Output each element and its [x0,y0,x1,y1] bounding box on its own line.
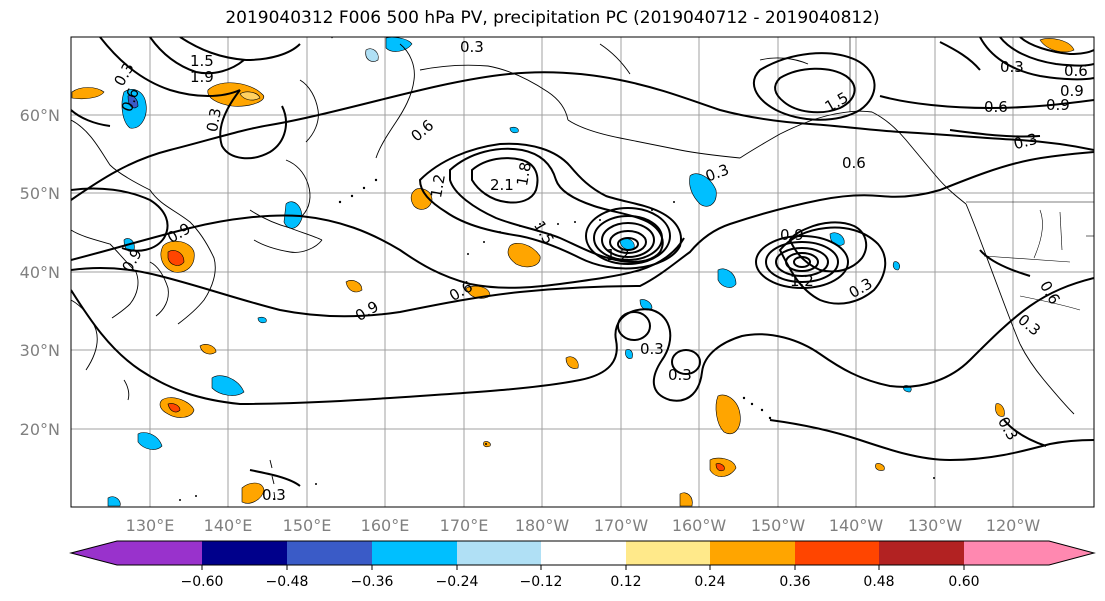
colorbar-segment [202,541,287,565]
colorbar-segment [879,541,964,565]
lon-label: 170°E [440,516,489,535]
lon-label: 140°E [204,516,253,535]
colorbar-segment [372,541,457,565]
lon-label: 150°W [751,516,806,535]
svg-text:0.3: 0.3 [460,38,484,56]
colorbar-tick: 0.36 [779,574,810,590]
map-title: 2019040312 F006 500 hPa PV, precipitatio… [225,8,880,28]
svg-text:0.9: 0.9 [1060,82,1084,100]
lat-label: 60°N [20,106,60,125]
svg-text:0.3: 0.3 [1012,130,1040,154]
svg-text:1.8: 1.8 [513,161,535,188]
borders [849,37,1094,311]
map-frame [70,36,1095,508]
colorbar-segment [626,541,710,565]
gridlines [71,37,1094,507]
colorbar-tick: −0.48 [266,574,309,590]
lat-label: 20°N [20,420,60,439]
precip-negative-areas [107,37,912,507]
colorbar-segment [964,541,1050,565]
colorbar-tick: 0.48 [863,574,894,590]
svg-text:0.6: 0.6 [984,98,1008,116]
svg-text:0.3: 0.3 [203,107,225,134]
colorbar-tick: −0.24 [436,574,479,590]
lon-label: 130°E [126,516,175,535]
colorbar-segment [71,541,117,565]
lon-label: 120°W [986,516,1041,535]
svg-text:0.3: 0.3 [668,366,692,384]
svg-text:0.9: 0.9 [1046,96,1070,114]
svg-text:0.6: 0.6 [1064,62,1088,80]
colorbar-segment [116,541,202,565]
pv-contours [71,37,1094,487]
colorbar-segment [541,541,626,565]
colorbar-tick: −0.12 [520,574,563,590]
colorbar-tick: 0.60 [948,574,979,590]
colorbar-segment [710,541,795,565]
lon-label: 160°W [672,516,727,535]
lon-label: 170°W [594,516,649,535]
latitude-labels: 60°N 50°N 40°N 30°N 20°N [20,106,60,439]
lon-label: 140°W [829,516,884,535]
colorbar-segment [795,541,879,565]
svg-text:0.3: 0.3 [1000,58,1024,76]
svg-text:1.2: 1.2 [606,246,630,264]
svg-text:1.2: 1.2 [427,173,449,200]
svg-text:0.3: 0.3 [262,486,286,504]
colorbar-segment [1049,541,1094,565]
colorbar-tick: 0.12 [610,574,641,590]
colorbar-tick: −0.36 [351,574,394,590]
colorbar: −0.60 −0.48 −0.36 −0.24 −0.12 0.12 0.24 … [69,540,1096,590]
lon-label: 130°W [908,516,963,535]
lat-label: 50°N [20,184,60,203]
lon-label: 160°E [361,516,410,535]
colorbar-tick: 0.24 [694,574,725,590]
lon-label: 180°W [515,516,570,535]
colorbar-tick: −0.60 [181,574,224,590]
svg-text:0.9: 0.9 [780,226,804,244]
colorbar-segment [287,541,372,565]
svg-text:1.9: 1.9 [190,68,214,86]
colorbar-segment [457,541,541,565]
lon-label: 150°E [283,516,332,535]
lat-label: 40°N [20,263,60,282]
svg-text:0.3: 0.3 [640,340,664,358]
svg-text:0.6: 0.6 [842,154,866,172]
coastlines [71,43,1075,501]
longitude-labels: 130°E 140°E 150°E 160°E 170°E 180°W 170°… [126,516,1041,535]
svg-text:1.2: 1.2 [790,272,814,290]
svg-text:1.5: 1.5 [190,52,214,70]
lat-label: 30°N [20,341,60,360]
svg-text:2.1: 2.1 [490,176,514,194]
